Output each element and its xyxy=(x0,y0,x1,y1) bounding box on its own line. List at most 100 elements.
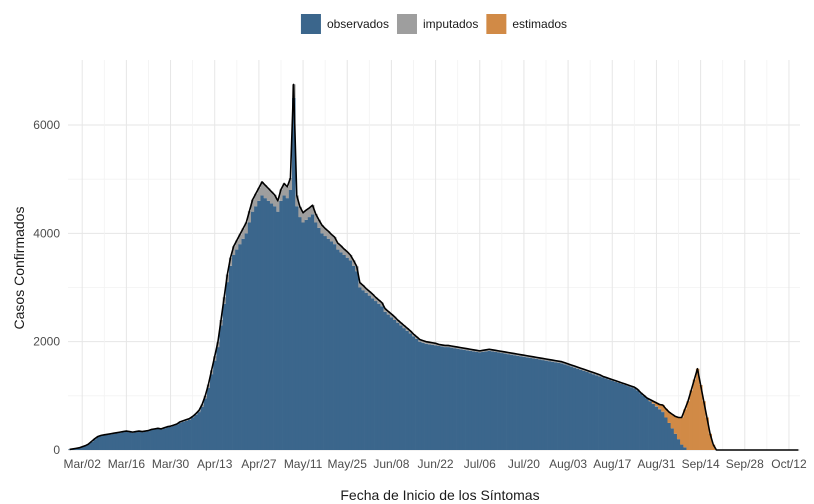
legend-label: estimados xyxy=(512,17,567,31)
bar-observados xyxy=(254,206,258,450)
bar-observados xyxy=(86,444,91,450)
bar-estimados xyxy=(661,405,665,412)
bar-observados xyxy=(566,365,571,450)
bar-observados xyxy=(165,427,170,450)
bar-observados xyxy=(676,439,681,450)
bar-observados xyxy=(140,432,145,450)
bar-imputados xyxy=(285,186,290,199)
bar-imputados xyxy=(298,206,302,218)
bar-observados xyxy=(370,298,375,450)
bar-observados xyxy=(591,374,596,450)
bar-observados xyxy=(298,217,302,450)
bar-imputados xyxy=(329,234,334,242)
bar-observados xyxy=(437,346,441,450)
bar-estimados xyxy=(670,414,675,429)
bar-observados xyxy=(266,200,271,450)
bar-imputados xyxy=(304,210,309,220)
bar-imputados xyxy=(323,228,328,237)
bar-observados xyxy=(317,227,321,450)
bar-estimados xyxy=(711,444,716,450)
bar-observados xyxy=(490,351,495,450)
bar-observados xyxy=(459,349,463,450)
bar-observados xyxy=(342,255,347,450)
bar-imputados xyxy=(421,340,425,343)
bar-observados xyxy=(377,303,381,450)
bar-observados xyxy=(443,347,447,450)
bar-observados xyxy=(77,447,81,450)
bar-observados xyxy=(178,422,182,450)
total-cases-line xyxy=(69,83,799,451)
bar-imputados xyxy=(370,294,375,299)
x-tick-label: Apr/27 xyxy=(241,457,277,471)
bar-observados xyxy=(206,387,211,450)
bar-imputados xyxy=(244,222,249,234)
x-tick-label: May/11 xyxy=(284,457,323,471)
bar-observados xyxy=(232,255,236,450)
y-tick-label: 0 xyxy=(53,443,60,457)
bar-imputados xyxy=(396,320,400,323)
bar-observados xyxy=(402,328,406,450)
bar-observados xyxy=(320,233,324,450)
bar-observados xyxy=(288,190,293,450)
bar-observados xyxy=(604,378,608,450)
bar-imputados xyxy=(351,260,356,266)
bar-observados xyxy=(563,364,567,450)
bar-estimados xyxy=(686,401,690,450)
bar-imputados xyxy=(651,403,656,404)
x-tick-label: Mar/02 xyxy=(64,457,102,471)
bar-observados xyxy=(579,369,583,450)
bar-imputados xyxy=(333,237,337,245)
bar-observados xyxy=(389,317,394,450)
bar-observados xyxy=(673,433,678,450)
legend-label: imputados xyxy=(423,17,478,31)
bar-observados xyxy=(465,350,470,450)
bar-observados xyxy=(162,428,167,450)
bar-observados xyxy=(424,343,429,450)
bar-imputados xyxy=(392,316,397,320)
bar-imputados xyxy=(484,349,488,352)
bar-observados xyxy=(109,434,113,450)
bar-observados xyxy=(452,348,457,450)
bar-observados xyxy=(386,314,391,450)
bar-observados xyxy=(228,265,233,450)
bar-observados xyxy=(257,200,261,450)
legend-swatch xyxy=(300,14,321,34)
bar-imputados xyxy=(405,328,410,331)
x-tick-label: May/25 xyxy=(328,457,368,471)
bar-estimados xyxy=(692,379,697,450)
bar-observados xyxy=(500,353,504,450)
bar-estimados xyxy=(667,412,671,423)
bar-observados xyxy=(146,431,151,450)
bar-observados xyxy=(200,406,205,450)
bar-imputados xyxy=(478,350,482,353)
bar-observados xyxy=(216,347,220,450)
bar-imputados xyxy=(361,285,365,291)
bar-imputados xyxy=(238,234,242,245)
bar-observados xyxy=(181,421,186,450)
bar-observados xyxy=(541,360,545,450)
bar-observados xyxy=(238,244,242,450)
bar-observados xyxy=(427,344,432,450)
bar-observados xyxy=(667,422,671,450)
bar-observados xyxy=(449,347,454,450)
bar-estimados xyxy=(699,385,703,450)
bar-imputados xyxy=(307,207,312,218)
bar-observados xyxy=(279,200,283,450)
bar-observados xyxy=(683,447,687,450)
bar-observados xyxy=(626,386,630,450)
bar-observados xyxy=(487,350,492,450)
bar-observados xyxy=(251,211,255,450)
bar-imputados xyxy=(481,350,485,352)
bar-observados xyxy=(336,249,340,450)
total-line xyxy=(69,83,799,451)
bar-imputados xyxy=(377,299,381,304)
bar-observados xyxy=(112,433,116,450)
bar-estimados xyxy=(676,417,681,440)
bar-imputados xyxy=(251,199,255,212)
bar-imputados xyxy=(254,193,258,207)
bar-imputados xyxy=(364,288,369,293)
bar-observados xyxy=(648,401,653,450)
bar-imputados xyxy=(648,400,653,402)
